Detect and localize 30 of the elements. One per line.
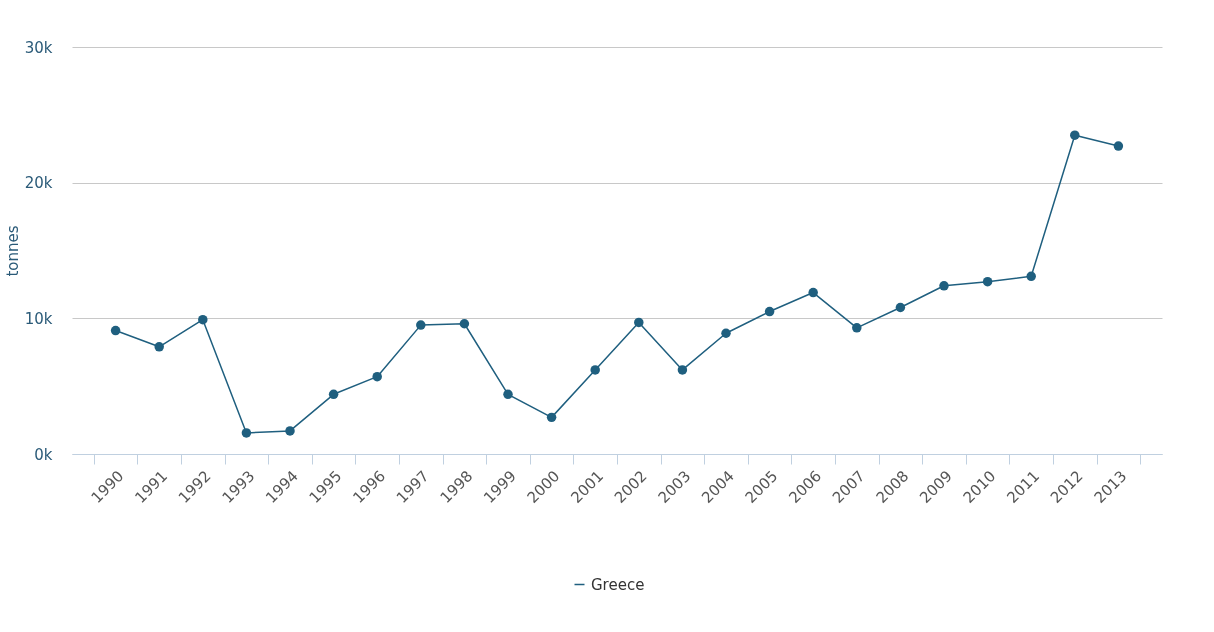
- point: [372, 371, 382, 382]
- point: [241, 428, 252, 438]
- point: [852, 323, 862, 333]
- point: [110, 325, 121, 336]
- point: [1113, 141, 1124, 151]
- y-axis-title: tonnes: [3, 225, 22, 277]
- point: [459, 319, 470, 329]
- y-tick-label: 10k: [24, 309, 53, 328]
- point: [328, 389, 339, 400]
- point: [416, 320, 426, 330]
- y-tick-label: 0k: [34, 445, 53, 464]
- point: [634, 317, 644, 328]
- point: [895, 302, 906, 313]
- point: [1070, 130, 1080, 140]
- point: [808, 287, 818, 298]
- point: [764, 306, 775, 317]
- point: [503, 389, 513, 400]
- point: [198, 314, 208, 325]
- point: [939, 281, 949, 291]
- point: [154, 342, 164, 352]
- point: [1026, 271, 1036, 282]
- point: [546, 412, 557, 423]
- y-tick-label: 30k: [24, 38, 53, 57]
- y-tick-label: 20k: [24, 174, 53, 193]
- point: [677, 365, 688, 375]
- point: [285, 426, 295, 436]
- point: [721, 328, 731, 338]
- point: [590, 365, 600, 375]
- legend-label: Greece: [591, 575, 645, 594]
- point: [982, 276, 993, 287]
